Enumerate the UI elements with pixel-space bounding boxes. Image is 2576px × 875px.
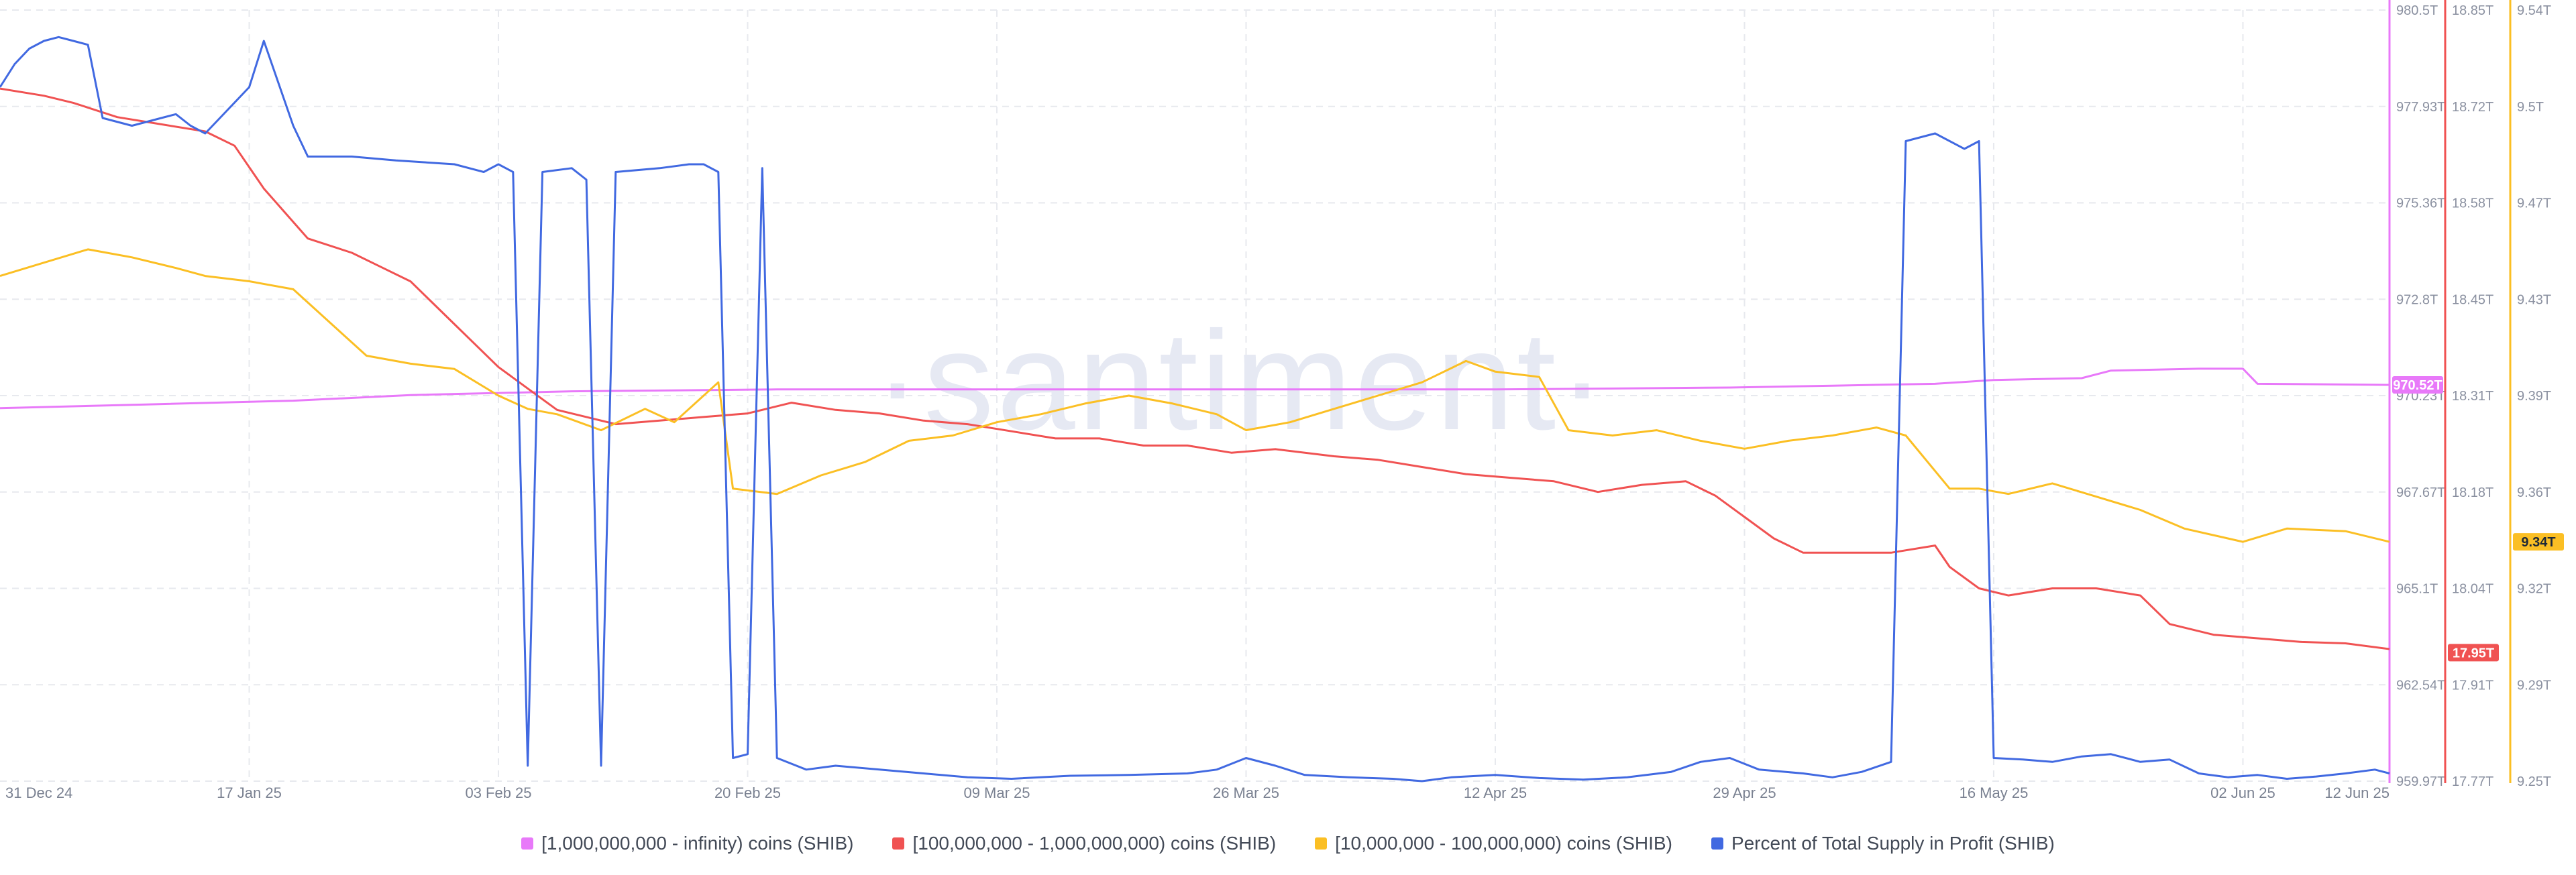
legend-item[interactable]: [1,000,000,000 - infinity) coins (SHIB) [521, 833, 853, 854]
y-tick-label-pink: 967.67T [2396, 485, 2445, 500]
legend-swatch [1711, 837, 1723, 850]
y-tick-label-red: 18.72T [2452, 100, 2493, 115]
series-line-red [0, 87, 2390, 650]
y-tick-label-red: 18.04T [2452, 582, 2493, 597]
y-tick-label-yellow: 9.5T [2517, 100, 2544, 115]
legend-item[interactable]: Percent of Total Supply in Profit (SHIB) [1711, 833, 2055, 854]
y-tick-label-red: 18.85T [2452, 3, 2493, 18]
current-value-badge-red [2448, 644, 2499, 662]
current-value-label-yellow: 9.34T [2521, 535, 2555, 550]
legend-label: [1,000,000,000 - infinity) coins (SHIB) [541, 833, 854, 854]
legend-item[interactable]: [10,000,000 - 100,000,000) coins (SHIB) [1315, 833, 1672, 854]
x-tick-label: 16 May 25 [1960, 784, 2029, 801]
y-tick-label-red: 18.58T [2452, 196, 2493, 211]
y-tick-label-red: 18.31T [2452, 389, 2493, 404]
y-tick-label-yellow: 9.36T [2517, 485, 2551, 500]
y-tick-label-pink: 959.97T [2396, 774, 2445, 789]
legend-swatch [892, 837, 905, 850]
x-tick-label: 03 Feb 25 [465, 784, 531, 801]
series-line-pink [0, 367, 2390, 410]
legend: [1,000,000,000 - infinity) coins (SHIB) [… [0, 826, 2576, 861]
x-tick-label: 17 Jan 25 [217, 784, 282, 801]
y-tick-label-pink: 972.8T [2396, 292, 2438, 307]
current-value-badge-pink [2392, 376, 2443, 394]
x-tick-label: 09 Mar 25 [963, 784, 1030, 801]
y-tick-label-yellow: 9.29T [2517, 678, 2551, 693]
y-tick-label-pink: 975.36T [2396, 196, 2445, 211]
y-tick-label-pink: 962.54T [2396, 678, 2445, 693]
y-tick-label-yellow: 9.43T [2517, 292, 2551, 307]
y-tick-label-yellow: 9.54T [2517, 3, 2551, 18]
x-tick-label: 12 Apr 25 [1464, 784, 1527, 801]
y-tick-label-red: 17.77T [2452, 774, 2493, 789]
y-tick-label-pink: 980.5T [2396, 3, 2438, 18]
legend-swatch [1315, 837, 1328, 850]
y-tick-label-red: 18.45T [2452, 292, 2493, 307]
y-tick-label-red: 17.91T [2452, 678, 2493, 693]
legend-item[interactable]: [100,000,000 - 1,000,000,000) coins (SHI… [892, 833, 1276, 854]
x-tick-label: 12 Jun 25 [2324, 784, 2390, 801]
series-line-yellow [0, 248, 2390, 543]
y-tick-label-pink: 977.93T [2396, 100, 2445, 115]
legend-label: Percent of Total Supply in Profit (SHIB) [1731, 833, 2055, 854]
x-tick-label: 26 Mar 25 [1213, 784, 1279, 801]
y-tick-label-yellow: 9.47T [2517, 196, 2551, 211]
y-tick-label-yellow: 9.32T [2517, 582, 2551, 597]
current-value-label-pink: 970.52T [2393, 378, 2442, 393]
x-tick-label: 29 Apr 25 [1713, 784, 1776, 801]
legend-label: [10,000,000 - 100,000,000) coins (SHIB) [1335, 833, 1672, 854]
x-tick-label: 02 Jun 25 [2210, 784, 2275, 801]
legend-swatch [521, 837, 534, 850]
x-tick-label: 31 Dec 24 [5, 784, 72, 801]
y-tick-label-yellow: 9.25T [2517, 774, 2551, 789]
watermark: ·santiment· [874, 302, 1608, 459]
y-tick-label-red: 18.18T [2452, 485, 2493, 500]
x-tick-label: 20 Feb 25 [714, 784, 781, 801]
current-value-label-red: 17.95T [2453, 646, 2494, 660]
y-tick-label-yellow: 9.39T [2517, 389, 2551, 404]
series-line-blue [0, 36, 2390, 782]
y-tick-label-pink: 965.1T [2396, 582, 2438, 597]
legend-label: [100,000,000 - 1,000,000,000) coins (SHI… [912, 833, 1277, 854]
current-value-badge-yellow [2513, 533, 2564, 551]
